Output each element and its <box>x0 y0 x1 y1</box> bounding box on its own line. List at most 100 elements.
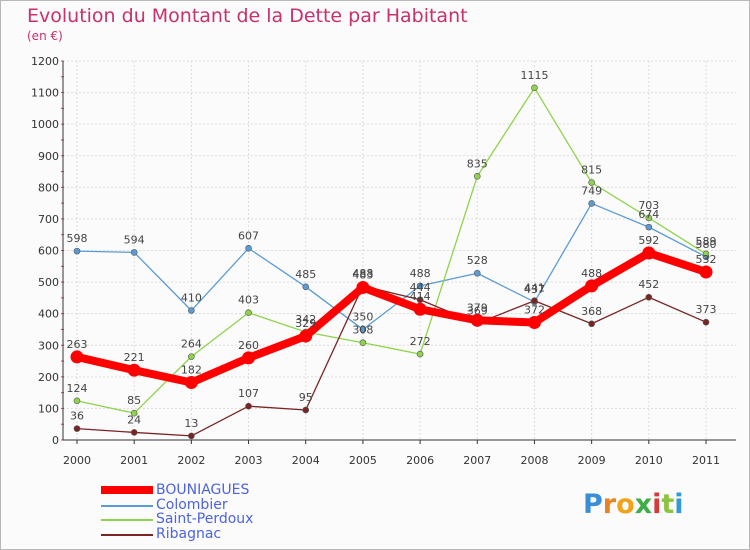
data-point <box>188 353 195 360</box>
legend-label-bouniagues: BOUNIAGUES <box>156 482 250 498</box>
y-tick-label: 300 <box>38 339 59 352</box>
data-point <box>473 172 481 180</box>
data-label: 36 <box>70 410 84 423</box>
x-tick-label: 2000 <box>63 454 91 467</box>
data-label: 488 <box>581 267 602 280</box>
y-tick-label: 100 <box>38 402 59 415</box>
data-point <box>588 179 595 186</box>
y-tick-label: 1200 <box>31 55 59 68</box>
data-point <box>302 406 310 414</box>
proxiti-logo: Proxiti <box>583 489 684 520</box>
data-point <box>531 84 538 92</box>
y-tick-label: 1000 <box>31 118 59 131</box>
data-label: 410 <box>181 292 202 305</box>
x-tick-label: 2007 <box>463 454 491 467</box>
data-label: 260 <box>238 339 259 352</box>
data-label: 528 <box>467 254 488 267</box>
data-label: 488 <box>410 267 431 280</box>
y-tick-label: 700 <box>38 213 59 226</box>
data-label: 350 <box>352 310 373 323</box>
data-point <box>645 214 653 222</box>
data-label: 589 <box>696 235 717 248</box>
data-label: 1115 <box>520 69 548 82</box>
x-tick-label: 2008 <box>520 454 548 467</box>
data-point <box>302 283 310 291</box>
logo-letter: t <box>661 489 675 520</box>
data-label: 13 <box>184 417 198 430</box>
data-point <box>588 320 595 328</box>
data-label: 414 <box>410 290 431 303</box>
data-point <box>242 351 256 365</box>
data-point <box>245 402 252 410</box>
series-line-ribagnac <box>76 285 707 437</box>
data-label: 592 <box>638 234 659 247</box>
data-point <box>645 223 653 231</box>
y-tick-label: 400 <box>38 308 59 321</box>
data-label: 483 <box>352 268 373 281</box>
data-label: 485 <box>295 268 316 281</box>
data-point <box>73 247 81 255</box>
data-point <box>359 339 367 347</box>
data-label: 379 <box>467 301 488 314</box>
data-label: 835 <box>467 157 488 170</box>
data-point <box>642 246 656 260</box>
data-point <box>702 250 710 258</box>
data-point <box>359 326 367 333</box>
chart-title: Evolution du Montant de la Dette par Hab… <box>27 5 468 27</box>
data-label: 403 <box>238 294 259 307</box>
legend-label-ribagnac: Ribagnac <box>156 525 222 542</box>
data-label: 107 <box>238 387 259 400</box>
legend-label-saint-perdoux: Saint-Perdoux <box>156 511 254 527</box>
x-tick-label: 2004 <box>292 454 320 467</box>
data-label: 368 <box>581 305 602 318</box>
y-tick-label: 800 <box>38 181 59 194</box>
data-point <box>413 302 427 316</box>
data-label: 674 <box>638 208 659 221</box>
data-point <box>470 313 484 327</box>
y-tick-label: 900 <box>38 150 59 163</box>
data-point <box>130 249 138 256</box>
data-label: 815 <box>581 164 602 177</box>
data-label: 85 <box>127 394 141 407</box>
x-tick-label: 2011 <box>692 454 720 467</box>
data-point <box>531 297 538 305</box>
data-point <box>588 200 595 207</box>
data-point <box>73 397 81 405</box>
data-label: 182 <box>181 364 202 377</box>
x-tick-label: 2009 <box>578 454 606 467</box>
data-label: 329 <box>295 317 316 330</box>
data-label: 263 <box>67 338 88 351</box>
data-label: 749 <box>581 184 602 197</box>
logo-letter: r <box>602 489 617 520</box>
data-point <box>416 282 424 290</box>
y-tick-label: 200 <box>38 371 59 384</box>
x-tick-label: 2001 <box>120 454 148 467</box>
y-tick-label: 0 <box>52 434 59 447</box>
data-label: 369 <box>467 304 488 317</box>
data-point <box>70 350 84 364</box>
data-point <box>699 265 713 279</box>
series-line-colombier <box>76 202 707 331</box>
y-tick-label: 600 <box>38 245 59 258</box>
data-label: 373 <box>696 303 717 316</box>
data-point <box>130 409 138 417</box>
legend-swatch-colombier <box>101 504 153 507</box>
data-point <box>245 309 252 317</box>
data-label: 272 <box>410 335 431 348</box>
data-label: 372 <box>524 304 545 317</box>
data-label: 264 <box>181 338 202 351</box>
logo-letter: x <box>634 489 653 520</box>
data-point <box>702 318 710 326</box>
data-label: 95 <box>299 391 313 404</box>
data-label: 24 <box>127 413 141 426</box>
series-line-saint-perdoux <box>76 87 707 414</box>
y-tick-label: 500 <box>38 276 59 289</box>
legend-swatch-ribagnac <box>101 533 153 536</box>
data-label: 607 <box>238 229 259 242</box>
data-label: 532 <box>696 253 717 266</box>
data-label: 437 <box>524 283 545 296</box>
data-label: 598 <box>67 232 88 245</box>
legend-label-colombier: Colombier <box>156 496 228 513</box>
